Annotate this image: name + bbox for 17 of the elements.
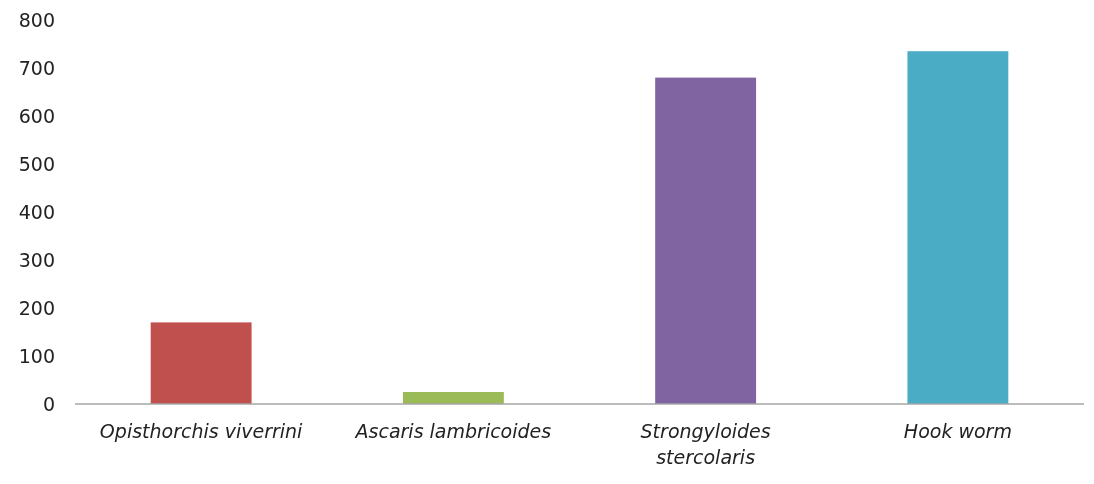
y-tick-label: 300 [18,248,55,271]
y-tick-label: 600 [18,104,55,127]
x-tick-label: Ascaris lambricoides [353,420,552,442]
bar [907,51,1009,404]
bar [655,77,757,404]
bar [150,322,252,404]
x-tick-label: Hook worm [903,420,1012,442]
y-tick-label: 500 [18,152,55,175]
y-tick-label: 800 [18,8,55,31]
y-tick-label: 700 [18,56,55,79]
y-tick-label: 400 [18,200,55,223]
x-tick-label: Opisthorchis viverrini [99,420,304,442]
y-tick-label: 200 [18,296,55,319]
x-tick-label: Strongyloides stercolaris [640,420,771,468]
y-tick-label: 0 [42,392,55,415]
y-tick-label: 100 [18,344,55,367]
bar [402,392,504,404]
